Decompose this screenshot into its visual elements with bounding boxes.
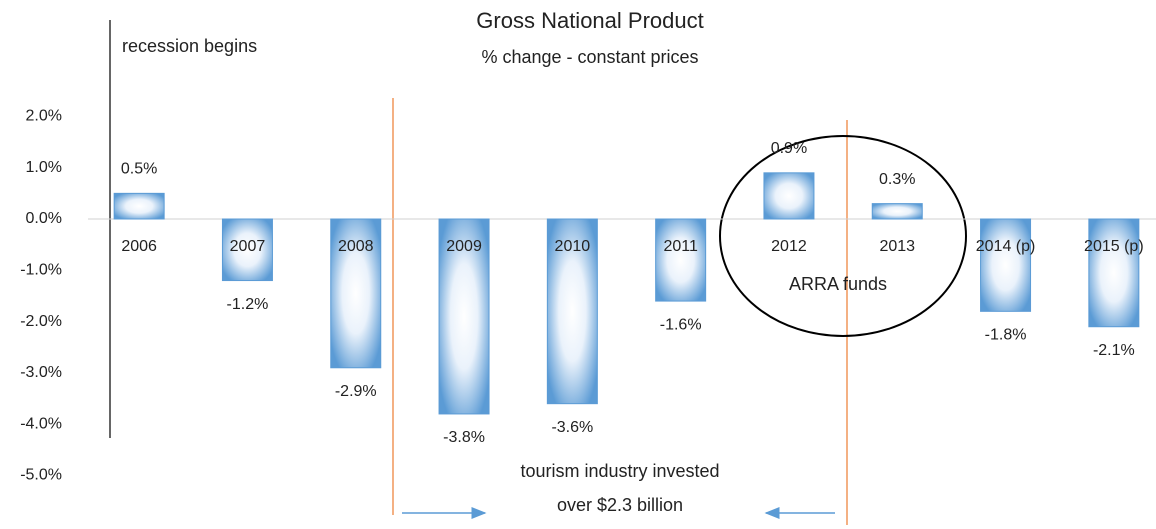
y-tick-label: -2.0% [20, 313, 62, 330]
x-tick-label: 2014 (p) [976, 238, 1036, 255]
bar [1088, 218, 1140, 328]
value-label: -1.8% [985, 327, 1027, 344]
bar [763, 172, 815, 220]
chart-subtitle: % change - constant prices [481, 47, 698, 67]
y-tick-label: -5.0% [20, 467, 62, 484]
chart-title: Gross National Product [476, 8, 703, 33]
bar [438, 218, 490, 415]
value-label: 0.5% [121, 161, 157, 178]
x-tick-label: 2010 [555, 238, 591, 255]
value-label: -2.1% [1093, 342, 1135, 359]
bar [113, 192, 165, 220]
bar [980, 218, 1032, 312]
bar [871, 203, 923, 220]
x-tick-label: 2011 [663, 238, 698, 255]
value-label: -3.8% [443, 429, 485, 446]
bar [546, 218, 598, 405]
bar [221, 218, 273, 282]
bar [330, 218, 382, 369]
value-label: -2.9% [335, 383, 377, 400]
value-label: -3.6% [551, 419, 593, 436]
annotation: recession begins [122, 36, 257, 56]
x-tick-label: 2013 [879, 238, 915, 255]
value-label: -1.6% [660, 316, 702, 333]
y-tick-label: 0.0% [26, 210, 62, 227]
x-tick-label: 2009 [446, 238, 482, 255]
x-tick-label: 2012 [771, 238, 807, 255]
x-tick-label: 2006 [121, 238, 157, 255]
bar [655, 218, 707, 302]
y-tick-label: -1.0% [20, 262, 62, 279]
value-label: 0.3% [879, 171, 915, 188]
y-tick-label: -3.0% [20, 364, 62, 381]
x-tick-label: 2015 (p) [1084, 238, 1144, 255]
x-tick-label: 2007 [230, 238, 266, 255]
highlight-ellipse [719, 135, 967, 337]
y-tick-label: -4.0% [20, 415, 62, 432]
annotation: over $2.3 billion [557, 495, 683, 515]
value-label: -1.2% [227, 296, 269, 313]
y-tick-label: 2.0% [26, 108, 62, 125]
x-tick-label: 2008 [338, 238, 374, 255]
annotation: tourism industry invested [520, 461, 719, 481]
annotation: ARRA funds [789, 274, 887, 294]
value-label: 0.9% [771, 140, 807, 157]
y-tick-label: 1.0% [26, 159, 62, 176]
